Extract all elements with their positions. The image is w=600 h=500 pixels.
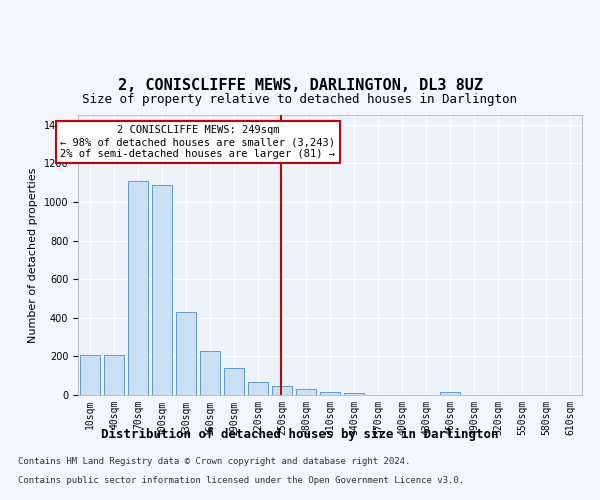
Bar xyxy=(80,355,100,395)
Bar xyxy=(224,368,244,395)
Bar xyxy=(128,180,148,395)
Bar xyxy=(176,312,196,395)
Bar xyxy=(200,350,220,395)
Text: Distribution of detached houses by size in Darlington: Distribution of detached houses by size … xyxy=(101,428,499,440)
Bar xyxy=(440,392,460,395)
Bar xyxy=(272,386,292,395)
Bar xyxy=(320,392,340,395)
Y-axis label: Number of detached properties: Number of detached properties xyxy=(28,168,38,342)
Bar xyxy=(152,186,172,395)
Text: Size of property relative to detached houses in Darlington: Size of property relative to detached ho… xyxy=(83,93,517,106)
Bar xyxy=(344,393,364,395)
Text: Contains public sector information licensed under the Open Government Licence v3: Contains public sector information licen… xyxy=(18,476,464,485)
Text: 2 CONISCLIFFE MEWS: 249sqm
← 98% of detached houses are smaller (3,243)
2% of se: 2 CONISCLIFFE MEWS: 249sqm ← 98% of deta… xyxy=(61,126,335,158)
Text: Contains HM Land Registry data © Crown copyright and database right 2024.: Contains HM Land Registry data © Crown c… xyxy=(18,457,410,466)
Bar xyxy=(296,389,316,395)
Text: 2, CONISCLIFFE MEWS, DARLINGTON, DL3 8UZ: 2, CONISCLIFFE MEWS, DARLINGTON, DL3 8UZ xyxy=(118,78,482,92)
Bar xyxy=(104,355,124,395)
Bar xyxy=(248,382,268,395)
